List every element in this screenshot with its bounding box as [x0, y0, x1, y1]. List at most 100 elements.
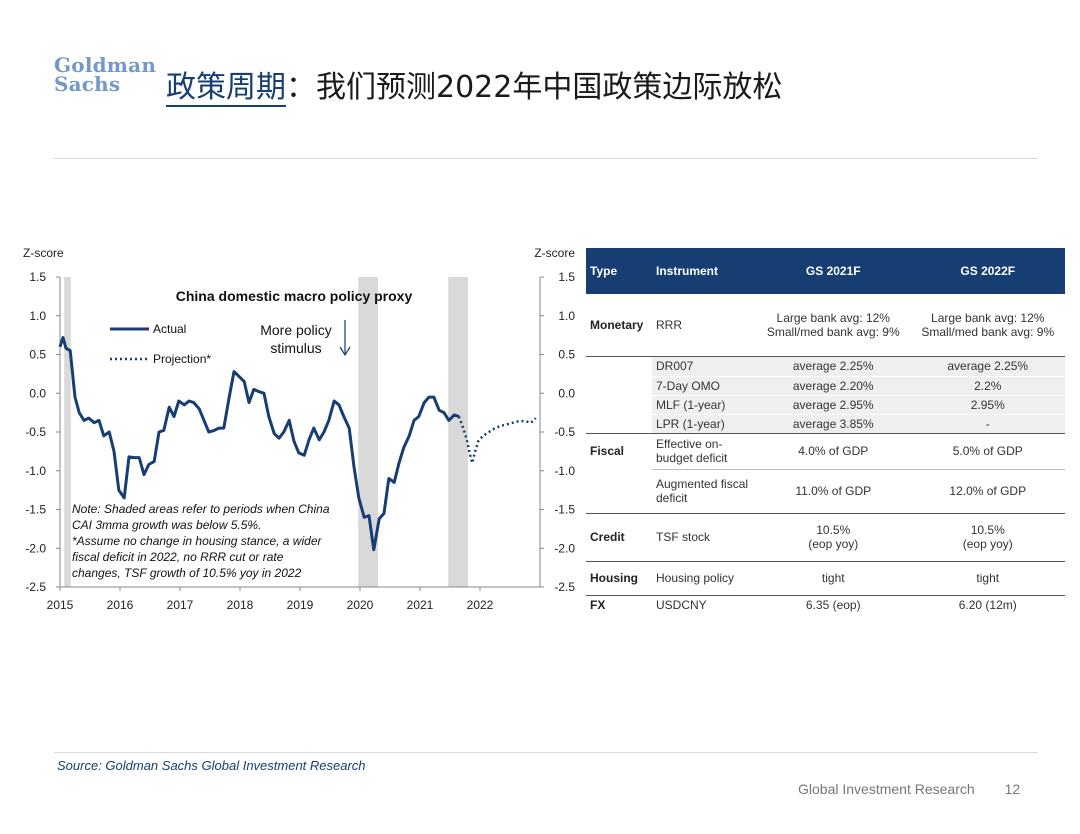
- table-row: Housing Housing policy tight tight: [586, 561, 1065, 596]
- cell-gs-2022f-line: Small/med bank avg: 9%: [921, 324, 1055, 339]
- x-tick-label: 2017: [167, 598, 194, 612]
- cell-gs-2021f-line: 6.35 (eop): [805, 598, 861, 613]
- y-tick-label-left: 0.5: [29, 348, 46, 362]
- title-highlight: 政策周期: [166, 70, 286, 107]
- chart-note-line: Note: Shaded areas refer to periods when…: [72, 502, 330, 516]
- cell-type: [586, 395, 652, 414]
- cell-gs-2022f-line: 5.0% of GDP: [952, 444, 1023, 458]
- y-axis-title-right: Z-score: [534, 246, 575, 260]
- cell-type: FX: [590, 598, 606, 613]
- y-tick-label-left: -2.0: [25, 541, 46, 555]
- cell-instrument: TSF stock: [652, 513, 756, 562]
- chart-title: China domestic macro policy proxy: [176, 288, 413, 304]
- chart-svg: 1.5 1.5 1.0 1.0 0.5 0.5 0.0 0.0 -0.5 -0.5 -1.0 -1.0…: [23, 246, 575, 612]
- y-tick-label-right: -2.0: [554, 541, 575, 555]
- cell-instrument: Augmented fiscal deficit: [652, 469, 756, 514]
- x-tick-label: 2018: [227, 598, 254, 612]
- cell-gs-2022f: Large bank avg: 12% Small/med bank avg: 9…: [910, 294, 1065, 357]
- cell-gs-2021f-line: average 2.20%: [792, 378, 874, 393]
- cell-type: [586, 469, 652, 514]
- cell-gs-2021f: 11.0% of GDP: [756, 469, 911, 514]
- y-tick-label-right: -0.5: [554, 425, 575, 439]
- cell-gs-2021f: 4.0% of GDP: [756, 433, 911, 470]
- legend-actual-label: Actual: [153, 322, 186, 336]
- footer-divider: [54, 752, 1038, 753]
- cell-gs-2022f-line: (eop yoy): [962, 537, 1013, 551]
- cell-gs-2021f: tight: [756, 561, 911, 596]
- table-row: MLF (1-year) average 2.95% 2.95%: [586, 395, 1065, 415]
- cell-gs-2021f-line: 10.5%: [816, 523, 851, 537]
- y-axis-title-left: Z-score: [23, 246, 64, 260]
- policy-forecast-table: Type Instrument GS 2021F GS 2022F Moneta…: [586, 248, 1065, 615]
- cell-instrument: 7-Day OMO: [652, 376, 756, 396]
- cell-gs-2022f: 6.20 (12m): [911, 595, 1066, 615]
- cell-gs-2021f-line: (eop yoy): [808, 537, 859, 551]
- cell-gs-2022f-line: 12.0% of GDP: [949, 484, 1027, 498]
- y-tick-label-right: 0.5: [558, 348, 575, 362]
- table-row: FX USDCNY 6.35 (eop) 6.20 (12m): [586, 595, 1065, 615]
- title-separator: ：: [286, 70, 316, 105]
- cell-gs-2022f-line: tight: [976, 571, 1000, 585]
- chart-note-line: *Assume no change in housing stance, a w…: [72, 534, 322, 548]
- cell-type: Housing: [586, 561, 652, 596]
- logo-line-1: Goldman: [54, 53, 157, 77]
- cell-gs-2022f: 5.0% of GDP: [910, 433, 1065, 470]
- cell-type: [586, 414, 652, 434]
- y-tick-label-right: 1.0: [558, 309, 575, 323]
- cell-gs-2022f-line: 6.20 (12m): [958, 598, 1017, 613]
- y-tick-label-left: -1.5: [25, 503, 46, 517]
- cell-instrument: Effective on-budget deficit: [652, 433, 756, 470]
- y-tick-label-left: 1.5: [29, 270, 46, 284]
- y-tick-label-right: -1.0: [554, 464, 575, 478]
- shaded-period-2: [448, 277, 468, 587]
- table-row: DR007 average 2.25% average 2.25%: [586, 356, 1065, 377]
- page-title: 政策周期：我们预测2022年中国政策边际放松: [166, 62, 782, 107]
- cell-type: [586, 356, 652, 376]
- cell-gs-2022f-line: 10.5%: [970, 523, 1005, 537]
- shaded-period-0: [64, 277, 71, 587]
- y-tick-label-left: 0.0: [29, 386, 46, 400]
- cell-instrument: MLF (1-year): [652, 395, 756, 415]
- goldman-sachs-logo: Goldman Sachs: [54, 53, 157, 96]
- cell-gs-2021f: average 2.95%: [756, 395, 911, 415]
- cell-gs-2021f: average 2.25%: [756, 356, 911, 377]
- cell-instrument: RRR: [652, 294, 756, 357]
- y-tick-label-left: -1.0: [25, 464, 46, 478]
- cell-gs-2021f: 6.35 (eop): [756, 595, 911, 615]
- cell-gs-2022f: 2.2%: [910, 376, 1065, 396]
- x-tick-label: 2020: [347, 598, 374, 612]
- cell-gs-2022f: -: [910, 414, 1065, 434]
- table-row: LPR (1-year) average 3.85% -: [586, 414, 1065, 434]
- legend-projection-label: Projection*: [153, 352, 211, 366]
- cell-gs-2021f: Large bank avg: 12% Small/med bank avg: 9…: [756, 294, 911, 357]
- cell-instrument: USDCNY: [656, 598, 707, 613]
- y-tick-label-right: -2.5: [554, 580, 575, 594]
- y-tick-label-right: 1.5: [558, 270, 575, 284]
- table-row: Monetary RRR Large bank avg: 12% Small/med …: [586, 294, 1065, 357]
- cell-type: [586, 376, 652, 395]
- y-tick-label-left: -2.5: [25, 580, 46, 594]
- policy-proxy-chart: 1.5 1.5 1.0 1.0 0.5 0.5 0.0 0.0 -0.5 -0.5 -1.0 -1.0…: [18, 240, 584, 620]
- cell-gs-2022f-line: average 2.25%: [947, 359, 1029, 373]
- stimulus-arrow-head: [339, 346, 351, 357]
- page-number: 12: [1004, 781, 1021, 797]
- y-tick-label-left: 1.0: [29, 309, 46, 323]
- y-tick-label-right: -1.5: [554, 503, 575, 517]
- cell-instrument: Housing policy: [652, 561, 756, 596]
- cell-gs-2022f-line: 2.95%: [970, 397, 1005, 412]
- header-gs-2022f: GS 2022F: [910, 248, 1065, 294]
- cell-gs-2022f: tight: [910, 561, 1065, 596]
- x-tick-label: 2016: [107, 598, 134, 612]
- y-tick-label-left: -0.5: [25, 425, 46, 439]
- cell-gs-2021f-line: average 2.25%: [792, 359, 874, 373]
- cell-gs-2022f: 10.5% (eop yoy): [910, 513, 1065, 562]
- source-note: Source: Goldman Sachs Global Investment …: [57, 758, 366, 773]
- x-tick-label: 2015: [47, 598, 74, 612]
- actual-series-line: [58, 336, 460, 552]
- cell-gs-2022f: 2.95%: [910, 395, 1065, 415]
- cell-instrument: DR007: [652, 356, 756, 377]
- footer-text: Global Investment Research: [798, 781, 975, 797]
- chart-note-line: fiscal deficit in 2022, no RRR cut or ra…: [72, 550, 284, 564]
- logo-line-2: Sachs: [54, 72, 121, 96]
- x-tick-label: 2022: [467, 598, 494, 612]
